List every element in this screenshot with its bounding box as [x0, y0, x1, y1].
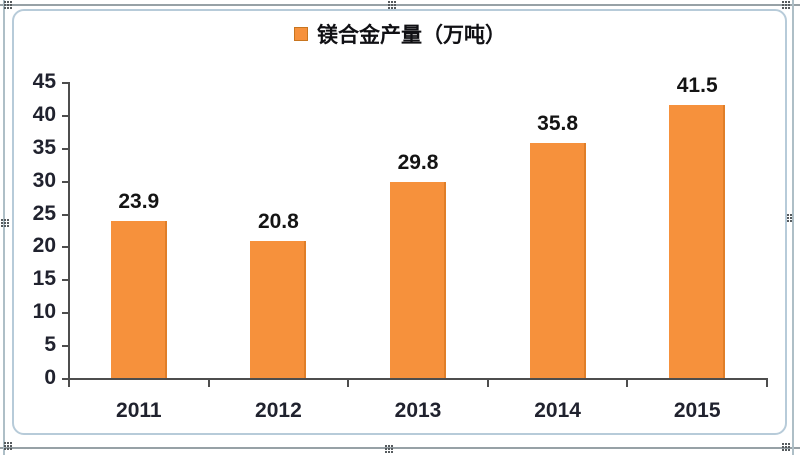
y-axis-tick: [62, 147, 68, 150]
y-axis-tick: [62, 279, 68, 282]
y-axis-line: [68, 82, 70, 380]
y-axis-tick: [62, 180, 68, 183]
y-axis-tick: [62, 345, 68, 348]
legend[interactable]: 镁合金产量（万吨）: [294, 19, 506, 49]
bar-value-label: 35.8: [537, 111, 579, 135]
x-axis-tick: [486, 380, 489, 387]
selection-handle-w[interactable]: [1, 219, 3, 221]
legend-label: 镁合金产量（万吨）: [317, 24, 506, 47]
bar-2014[interactable]: [529, 142, 586, 378]
y-tick-label: 40: [32, 102, 56, 126]
bar-value-label: 41.5: [676, 74, 718, 98]
y-tick-label: 20: [32, 234, 56, 258]
x-tick-label: 2014: [534, 399, 581, 422]
x-axis-tick: [347, 380, 350, 387]
selection-handle-s[interactable]: [385, 445, 387, 447]
selection-handle-nw[interactable]: [4, 1, 6, 3]
legend-marker-icon: [294, 27, 308, 41]
y-axis-tick: [62, 246, 68, 249]
y-axis-tick: [62, 82, 68, 84]
y-axis-tick: [62, 312, 68, 315]
y-axis-tick: [62, 378, 68, 380]
bar-2013[interactable]: [390, 181, 446, 378]
y-tick-label: 5: [44, 333, 56, 357]
y-axis-tick: [62, 114, 68, 117]
selection-edge-top: [0, 4, 800, 6]
y-tick-label: 30: [32, 168, 56, 192]
selection-handle-sw[interactable]: [4, 442, 6, 444]
y-tick-label: 0: [44, 366, 56, 389]
x-tick-label: 2012: [255, 399, 302, 422]
y-tick-label: 35: [32, 135, 56, 159]
selection-handle-n[interactable]: [388, 1, 390, 3]
bar-2015[interactable]: [669, 105, 726, 378]
x-tick-label: 2015: [673, 399, 721, 422]
x-axis-line: [68, 378, 768, 380]
x-axis-tick: [68, 380, 70, 387]
y-tick-label: 15: [32, 267, 56, 291]
selection-handle-se[interactable]: [782, 443, 784, 445]
x-tick-label: 2013: [394, 399, 442, 422]
y-tick-label: 45: [32, 70, 56, 93]
x-axis-tick: [766, 380, 768, 387]
x-tick-label: 2011: [116, 399, 162, 422]
x-axis-tick: [207, 380, 210, 387]
y-axis-tick: [62, 213, 68, 216]
selection-handle-ne[interactable]: [782, 1, 784, 3]
selection-edge-right: [792, 0, 794, 455]
y-tick-label: 10: [32, 300, 56, 324]
x-axis-tick: [626, 380, 629, 387]
bar-value-label: 29.8: [397, 150, 439, 174]
bar-value-label: 23.9: [118, 189, 160, 213]
bar-2011[interactable]: [110, 220, 167, 378]
selection-edge-left: [3, 0, 5, 455]
selection-edge-bottom: [0, 447, 800, 449]
bar-2012[interactable]: [250, 241, 307, 378]
bar-value-label: 20.8: [257, 210, 299, 234]
y-tick-label: 25: [32, 201, 56, 225]
